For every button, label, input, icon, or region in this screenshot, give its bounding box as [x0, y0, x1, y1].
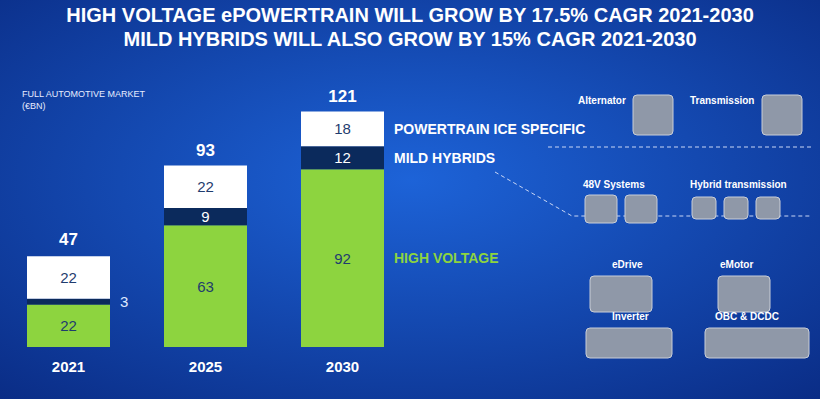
svg-text:FULL AUTOMOTIVE MARKET: FULL AUTOMOTIVE MARKET: [22, 89, 146, 99]
svg-text:48V Systems: 48V Systems: [583, 179, 645, 190]
svg-text:HIGH VOLTAGE: HIGH VOLTAGE: [394, 250, 498, 266]
svg-text:22: 22: [60, 317, 77, 334]
svg-text:18: 18: [334, 120, 351, 137]
svg-text:MILD HYBRIDS WILL ALSO GROW BY: MILD HYBRIDS WILL ALSO GROW BY 15% CAGR …: [123, 28, 696, 50]
svg-text:Hybrid transmission: Hybrid transmission: [690, 179, 787, 190]
svg-text:93: 93: [196, 141, 215, 160]
svg-text:22: 22: [60, 269, 77, 286]
svg-text:63: 63: [197, 278, 214, 295]
svg-text:Inverter: Inverter: [612, 311, 649, 322]
svg-text:(€BN): (€BN): [22, 101, 46, 111]
svg-text:eDrive: eDrive: [612, 259, 643, 270]
svg-text:9: 9: [201, 208, 209, 225]
svg-text:3: 3: [120, 293, 128, 310]
svg-text:121: 121: [328, 87, 356, 106]
svg-text:Alternator: Alternator: [578, 95, 626, 106]
svg-text:47: 47: [59, 230, 78, 249]
svg-text:MILD HYBRIDS: MILD HYBRIDS: [394, 150, 495, 166]
svg-text:OBC & DCDC: OBC & DCDC: [715, 311, 779, 322]
svg-text:eMotor: eMotor: [720, 259, 753, 270]
svg-text:2030: 2030: [326, 358, 359, 375]
svg-text:92: 92: [334, 250, 351, 267]
svg-text:2025: 2025: [189, 358, 222, 375]
svg-text:12: 12: [334, 149, 351, 166]
svg-text:HIGH VOLTAGE ePOWERTRAIN WILL: HIGH VOLTAGE ePOWERTRAIN WILL GROW BY 17…: [66, 4, 754, 26]
svg-text:POWERTRAIN ICE SPECIFIC: POWERTRAIN ICE SPECIFIC: [394, 121, 585, 137]
svg-text:2021: 2021: [52, 358, 85, 375]
svg-text:Transmission: Transmission: [690, 95, 754, 106]
svg-text:22: 22: [197, 178, 214, 195]
